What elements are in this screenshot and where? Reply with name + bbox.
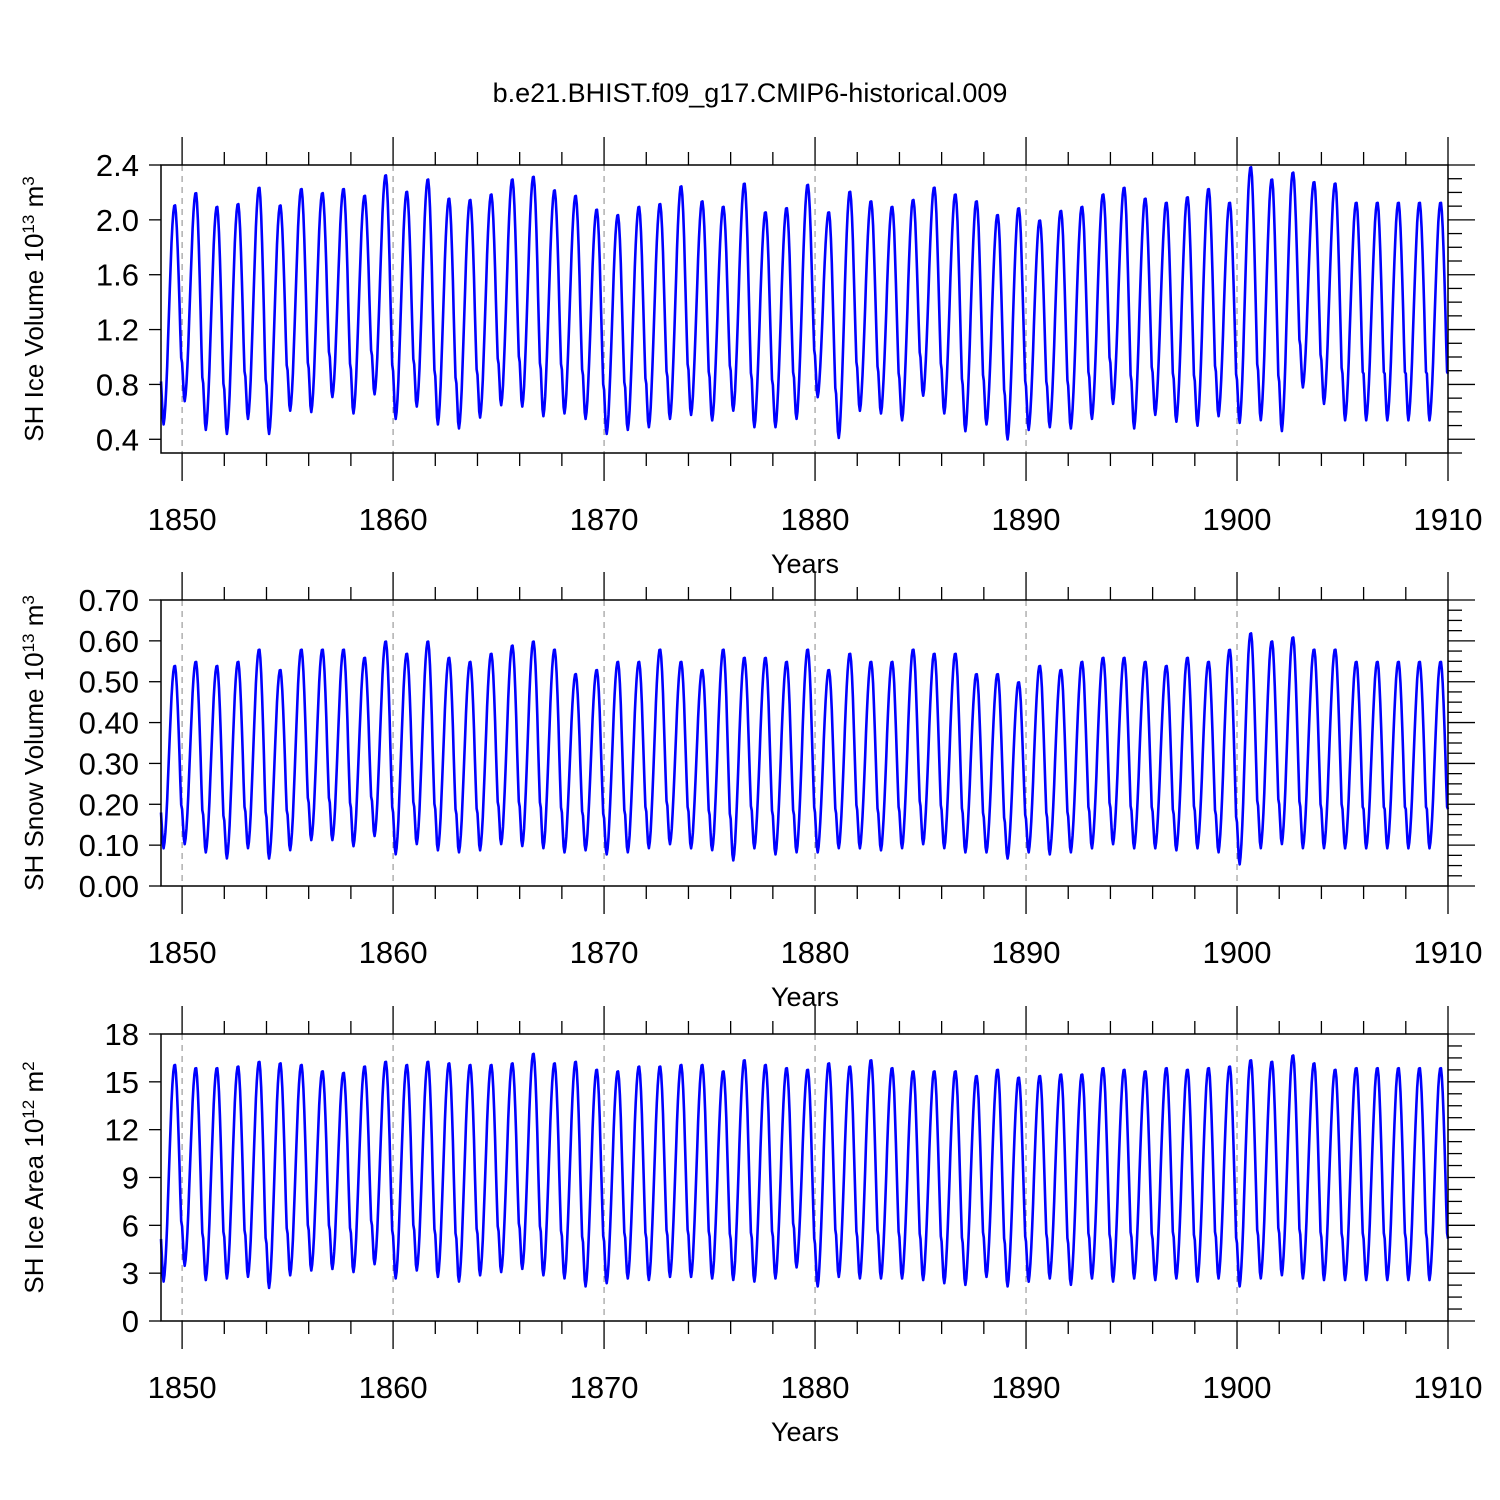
x-axis-label: Years — [771, 549, 839, 579]
x-tick-label: 1880 — [781, 1370, 850, 1405]
x-tick-label: 1870 — [570, 502, 639, 537]
x-tick-label: 1850 — [148, 502, 217, 537]
y-tick-label: 2.0 — [96, 203, 139, 238]
x-tick-label: 1900 — [1203, 935, 1272, 970]
chart-panel-1: 0.4 0.8 1.2 1.6 2.0 2.4 1850 1860 1870 1880 1890 19… — [19, 137, 1483, 579]
y-axis-label-ylabel-unit-exp: 2 — [19, 1061, 38, 1070]
y-tick-label: 0.30 — [79, 746, 139, 781]
series-line — [159, 632, 1450, 866]
y-tick-label: 0.10 — [79, 828, 139, 863]
y-tick-label: 0.50 — [79, 665, 139, 700]
y-tick-label: 12 — [105, 1113, 139, 1148]
y-axis-label-space — [19, 681, 49, 688]
y-tick-label: 1.6 — [96, 258, 139, 293]
x-tick-label: 1860 — [359, 502, 428, 537]
figure-title: b.e21.BHIST.f09_g17.CMIP6-historical.009 — [493, 78, 1008, 108]
y-axis-label-ylabel-unit-exp: 3 — [19, 176, 38, 185]
x-tick-label: 1880 — [781, 502, 850, 537]
chart-panel-3: 0 3 6 9 12 15 18 1850 1860 1870 1880 1890 1900 1910 Ye… — [19, 1006, 1483, 1447]
x-tick-label: 1860 — [359, 935, 428, 970]
y-axis-label-ylabel-scale-base: 10 — [19, 234, 49, 263]
y-axis-label-ylabel: SH Ice Volume — [19, 270, 49, 442]
y-axis-label-ylabel: SH Ice Area — [19, 1154, 49, 1293]
y-tick-label: 0.8 — [96, 367, 139, 402]
y-axis-label-space — [19, 263, 49, 270]
y-tick-label: 0.70 — [79, 583, 139, 618]
y-tick-label: 2.4 — [96, 148, 139, 183]
x-tick-label: 1890 — [992, 935, 1061, 970]
series-line — [159, 165, 1450, 441]
y-tick-label: 0 — [122, 1304, 139, 1339]
x-tick-label: 1900 — [1203, 1370, 1272, 1405]
y-axis-label-ylabel-unit-base: m — [19, 186, 49, 208]
x-axis-label: Years — [771, 1417, 839, 1447]
y-axis-label-ylabel-scale-base: 10 — [19, 1119, 49, 1148]
y-axis-label: SH Ice Volume 1013 m3 — [19, 176, 49, 441]
series-line — [159, 1052, 1450, 1290]
y-tick-label: 0.60 — [79, 624, 139, 659]
y-axis-label: SH Snow Volume 1013 m3 — [19, 595, 49, 891]
y-tick-label: 3 — [122, 1256, 139, 1291]
y-axis-label-space — [19, 626, 49, 633]
x-tick-label: 1890 — [992, 1370, 1061, 1405]
x-tick-label: 1910 — [1414, 502, 1483, 537]
y-axis-label-ylabel-scale-exp: 12 — [19, 1100, 38, 1119]
y-tick-label: 1.2 — [96, 313, 139, 348]
y-axis-label-space — [19, 1148, 49, 1155]
y-tick-label: 0.20 — [79, 787, 139, 822]
x-tick-label: 1870 — [570, 1370, 639, 1405]
y-axis-label-space — [19, 207, 49, 214]
chart-panel-2: 0.00 0.10 0.20 0.30 0.40 0.50 0.60 0.70 1850 1860… — [19, 572, 1483, 1012]
y-axis-label-ylabel-scale-exp: 13 — [19, 215, 38, 234]
y-tick-label: 15 — [105, 1065, 139, 1100]
y-tick-label: 18 — [105, 1017, 139, 1052]
x-tick-label: 1880 — [781, 935, 850, 970]
y-tick-label: 6 — [122, 1208, 139, 1243]
y-axis-label-space — [19, 1093, 49, 1100]
x-tick-label: 1850 — [148, 1370, 217, 1405]
y-axis-label-ylabel-unit-base: m — [19, 605, 49, 627]
x-tick-label: 1860 — [359, 1370, 428, 1405]
y-axis-label-ylabel-scale-exp: 13 — [19, 633, 38, 652]
y-tick-label: 0.00 — [79, 869, 139, 904]
y-axis-label-ylabel-unit-exp: 3 — [19, 595, 38, 604]
x-tick-label: 1850 — [148, 935, 217, 970]
y-tick-label: 9 — [122, 1161, 139, 1196]
y-axis-label-ylabel-scale-base: 10 — [19, 652, 49, 681]
x-tick-label: 1870 — [570, 935, 639, 970]
x-tick-label: 1900 — [1203, 502, 1272, 537]
x-tick-label: 1910 — [1414, 935, 1483, 970]
x-axis-label: Years — [771, 982, 839, 1012]
y-tick-label: 0.4 — [96, 422, 139, 457]
y-axis-label-ylabel: SH Snow Volume — [19, 689, 49, 891]
y-axis-label-ylabel-unit-base: m — [19, 1071, 49, 1093]
x-tick-label: 1890 — [992, 502, 1061, 537]
y-tick-label: 0.40 — [79, 706, 139, 741]
x-tick-label: 1910 — [1414, 1370, 1483, 1405]
plot-frame — [160, 164, 1449, 454]
y-axis-label: SH Ice Area 1012 m2 — [19, 1061, 49, 1293]
